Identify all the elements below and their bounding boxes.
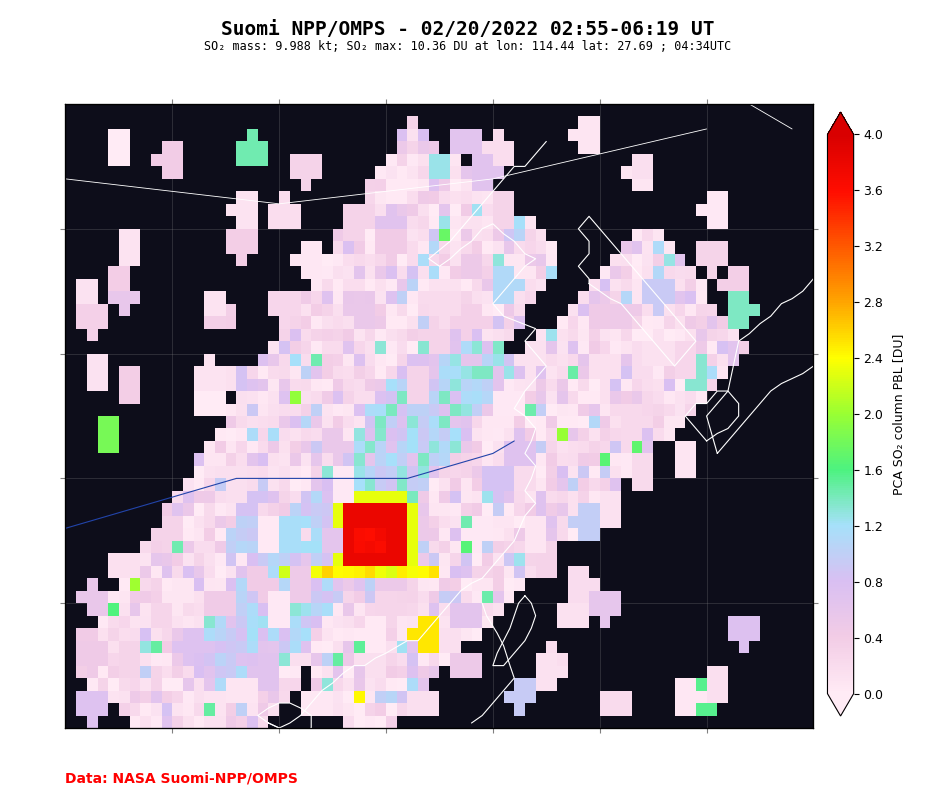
Text: Data: NASA Suomi-NPP/OMPS: Data: NASA Suomi-NPP/OMPS [65, 771, 298, 786]
Text: Suomi NPP/OMPS - 02/20/2022 02:55-06:19 UT: Suomi NPP/OMPS - 02/20/2022 02:55-06:19 … [221, 20, 714, 39]
Y-axis label: PCA SO₂ column PBL [DU]: PCA SO₂ column PBL [DU] [892, 334, 905, 494]
PathPatch shape [827, 694, 854, 716]
PathPatch shape [827, 112, 854, 134]
Text: SO₂ mass: 9.988 kt; SO₂ max: 10.36 DU at lon: 114.44 lat: 27.69 ; 04:34UTC: SO₂ mass: 9.988 kt; SO₂ max: 10.36 DU at… [204, 40, 731, 53]
